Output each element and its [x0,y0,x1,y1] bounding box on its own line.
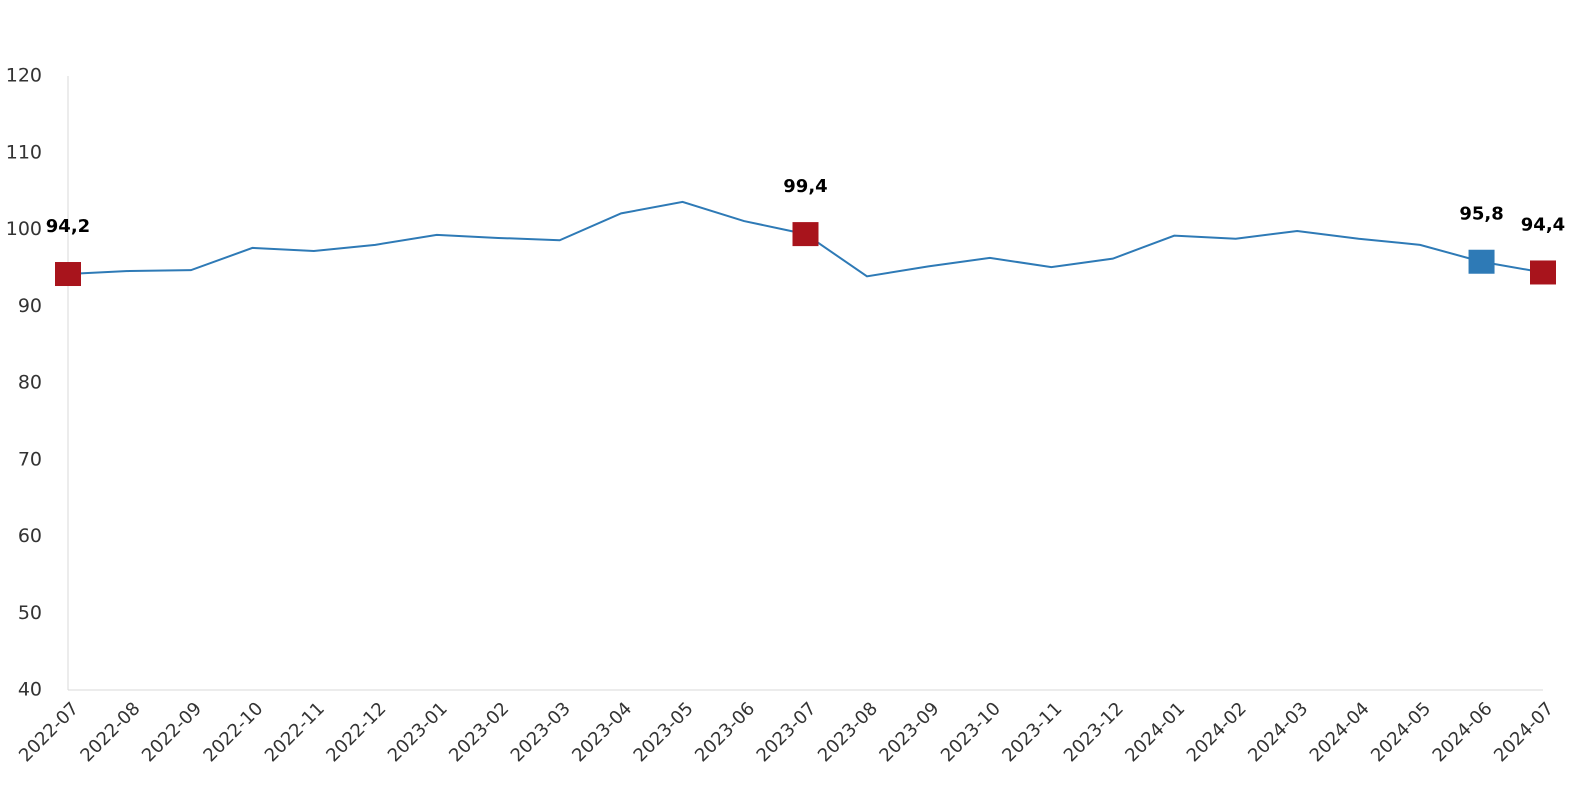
x-tick-label: 2024-03 [1244,698,1312,766]
x-tick-label: 2024-01 [1121,698,1189,766]
x-tick-label: 2023-10 [937,698,1005,766]
x-tick-label: 2022-12 [322,698,390,766]
x-tick-label: 2023-04 [568,698,636,766]
y-tick-label: 60 [18,525,42,547]
y-tick-label: 110 [6,141,42,163]
data-label: 94,2 [46,216,90,237]
x-tick-label: 2023-12 [1060,698,1128,766]
y-tick-label: 90 [18,295,42,317]
x-tick-label: 2023-05 [630,698,698,766]
y-tick-label: 120 [6,65,42,87]
point-marker [1468,249,1495,274]
y-tick-label: 100 [6,218,42,240]
x-tick-label: 2023-08 [814,698,882,766]
x-tick-label: 2023-06 [691,698,759,766]
x-tick-label: 2022-08 [76,698,144,766]
x-tick-label: 2024-02 [1183,698,1251,766]
data-label: 99,4 [783,176,827,197]
x-tick-label: 2024-05 [1367,698,1435,766]
x-tick-label: 2022-07 [15,698,83,766]
x-tick-label: 2023-01 [384,698,452,766]
x-tick-label: 2022-11 [261,698,329,766]
x-tick-label: 2022-09 [138,698,206,766]
x-tick-label: 2023-09 [875,698,943,766]
point-marker [1530,260,1556,285]
data-label: 95,8 [1459,204,1503,225]
y-tick-label: 70 [18,448,42,470]
x-tick-label: 2023-07 [753,698,821,766]
x-tick-label: 2023-02 [445,698,513,766]
y-tick-label: 80 [18,372,42,394]
x-tick-label: 2024-06 [1429,698,1497,766]
x-tick-label: 2023-03 [507,698,575,766]
data-label: 94,4 [1521,214,1565,235]
x-tick-label: 2024-04 [1306,698,1374,766]
y-tick-label: 50 [18,602,42,624]
point-marker [55,262,81,287]
x-tick-label: 2024-07 [1490,698,1558,766]
y-tick-label: 40 [18,679,42,701]
x-tick-label: 2023-11 [998,698,1066,766]
x-tick-label: 2022-10 [199,698,267,766]
point-marker [792,222,819,247]
